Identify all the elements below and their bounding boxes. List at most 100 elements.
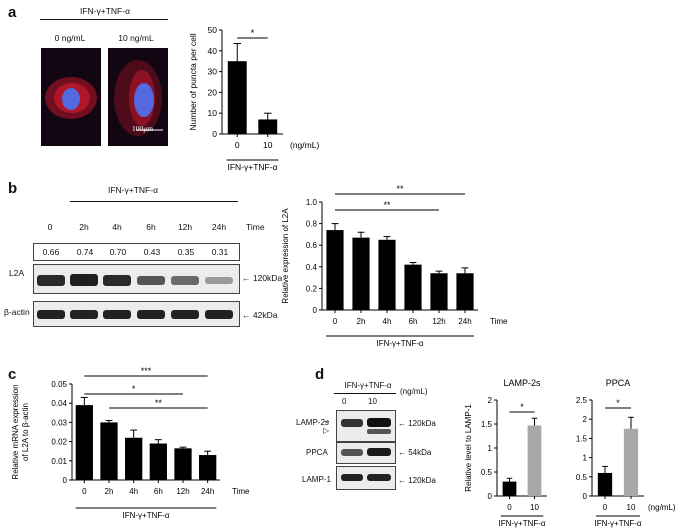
y-tick-label: 0.01: [51, 457, 67, 466]
blot-label-lamp1: LAMP-1: [302, 475, 331, 484]
x-tick-label: 4h: [129, 487, 138, 496]
bar-10: [258, 119, 278, 134]
x-tick-label: 2h: [105, 487, 114, 496]
y-tick-label: 0.04: [51, 399, 67, 408]
x-axis-extra-label: Time: [232, 487, 250, 496]
micrograph-treated: 100μm: [108, 48, 168, 146]
x-tick-label: 6h: [154, 487, 163, 496]
bar-0: [597, 472, 613, 496]
blot-label-ppca: PPCA: [306, 448, 328, 457]
time-label-3: 6h: [146, 222, 156, 232]
x-tick-label: 10: [627, 503, 636, 512]
x-axis-title: IFN-γ+TNF-α: [498, 519, 545, 528]
x-tick-label: 2h: [357, 317, 366, 326]
y-tick-label: 20: [208, 87, 218, 97]
x-axis-title: IFN-γ+TNF-α: [122, 511, 169, 520]
panel-label-b: b: [8, 180, 18, 197]
chart-title: PPCA: [606, 378, 631, 388]
y-tick-label: 0.03: [51, 418, 67, 427]
micrograph-control: [41, 48, 101, 146]
arrowhead-lamp2s: ▷: [323, 426, 330, 435]
x-axis-extra-label: Time: [490, 317, 508, 326]
y-tick-label: 30: [208, 67, 218, 77]
y-tick-label: 2: [488, 396, 493, 405]
scale-bar-label: 100μm: [132, 124, 154, 133]
panel-label-c: c: [8, 366, 17, 383]
bar-12h: [430, 273, 448, 310]
x-tick-label: 10: [530, 503, 539, 512]
y-tick-label: 50: [208, 25, 218, 35]
y-tick-label: 0.8: [306, 220, 318, 229]
y-tick-label: 0: [63, 476, 68, 485]
marker-lamp1: ← 120kDa: [398, 476, 436, 485]
bar-4h: [378, 239, 396, 310]
x-axis-title: IFN-γ+TNF-α: [376, 339, 423, 348]
x-axis-unit: (ng/mL): [290, 140, 319, 150]
y-tick-label: 1.5: [481, 420, 493, 429]
panel-label-a: a: [8, 4, 17, 21]
blot-ppca: [336, 442, 396, 464]
x-tick-label: 0: [82, 487, 87, 496]
bar-0: [502, 481, 517, 496]
arrow-lamp2s: →: [323, 416, 331, 425]
ratio-value-5: 0.31: [211, 247, 229, 257]
bar-10: [527, 425, 542, 496]
y-axis-title: Relative mRNA expression: [11, 384, 20, 479]
dose-unit-d: (ng/mL): [400, 387, 428, 396]
condition-label-10: 10 ng/mL: [118, 33, 154, 43]
treatment-header-d: IFN-γ+TNF-α: [344, 381, 392, 390]
ratio-value-1: 0.74: [76, 247, 94, 257]
chart-title: LAMP-2s: [503, 378, 541, 388]
marker-l2a: ← 120kDa: [242, 273, 283, 283]
marker-actin-text: 42kDa: [252, 310, 278, 320]
y-tick-label: 0: [212, 129, 217, 139]
treatment-header-a: IFN-γ+TNF-α: [79, 6, 130, 16]
x-tick-label: 0: [507, 503, 512, 512]
blot-label-actin: β-actin: [4, 307, 30, 317]
y-tick-label: 1.5: [576, 434, 588, 443]
marker-lamp2s: ← 120kDa: [398, 419, 436, 428]
y-tick-label: 0.6: [306, 241, 318, 250]
ratio-box: 0.66 0.74 0.70 0.43 0.35 0.31: [33, 243, 240, 261]
x-tick-label: 4h: [383, 317, 392, 326]
bar-6h: [149, 443, 167, 480]
chart-a: 0 10 20 30 40 50 Number of puncta per cell 0 10 (…: [188, 25, 319, 172]
significance-label: **: [383, 200, 391, 210]
significance-label: **: [396, 184, 404, 194]
treatment-rule-a: [40, 19, 168, 20]
blot-label-l2a: L2A: [9, 268, 25, 278]
blot-lamp1: [336, 466, 396, 490]
time-label-5: 24h: [211, 222, 227, 232]
marker-lamp2s-text: 120kDa: [408, 419, 436, 428]
time-label-0: 0: [47, 222, 53, 232]
blot-l2a: [33, 264, 240, 294]
y-tick-label: 2: [583, 415, 588, 424]
dose-label-0: 0: [342, 397, 347, 406]
x-tick-label: 24h: [458, 317, 471, 326]
time-label-1: 2h: [79, 222, 89, 232]
x-tick-label: 12h: [432, 317, 445, 326]
x-tick-label: 0: [333, 317, 338, 326]
y-tick-label: 0: [583, 492, 588, 501]
time-label-2: 4h: [112, 222, 122, 232]
bar-2h: [352, 237, 370, 310]
bar-2h: [100, 422, 118, 480]
marker-actin: ← 42kDa: [242, 310, 278, 320]
y-axis-title: Relative level to LAMP-1: [464, 404, 473, 492]
ratio-value-3: 0.43: [143, 247, 161, 257]
x-tick-label: 10: [263, 140, 273, 150]
time-label-4: 12h: [177, 222, 193, 232]
bar-24h: [456, 273, 474, 310]
bar-10: [623, 428, 639, 496]
treatment-header-b: IFN-γ+TNF-α: [107, 185, 158, 195]
x-tick-label: 6h: [409, 317, 418, 326]
y-tick-label: 0.5: [481, 468, 493, 477]
blot-label-lamp2s: LAMP-2s: [296, 418, 329, 427]
ratio-value-2: 0.70: [109, 247, 127, 257]
ratio-value-0: 0.66: [42, 247, 60, 257]
y-tick-label: 0: [313, 306, 318, 315]
x-tick-label: 12h: [176, 487, 189, 496]
y-axis-title: Relative expression of L2A: [281, 208, 290, 304]
x-tick-label: 0: [235, 140, 240, 150]
x-axis-title: IFN-γ+TNF-α: [227, 162, 277, 172]
